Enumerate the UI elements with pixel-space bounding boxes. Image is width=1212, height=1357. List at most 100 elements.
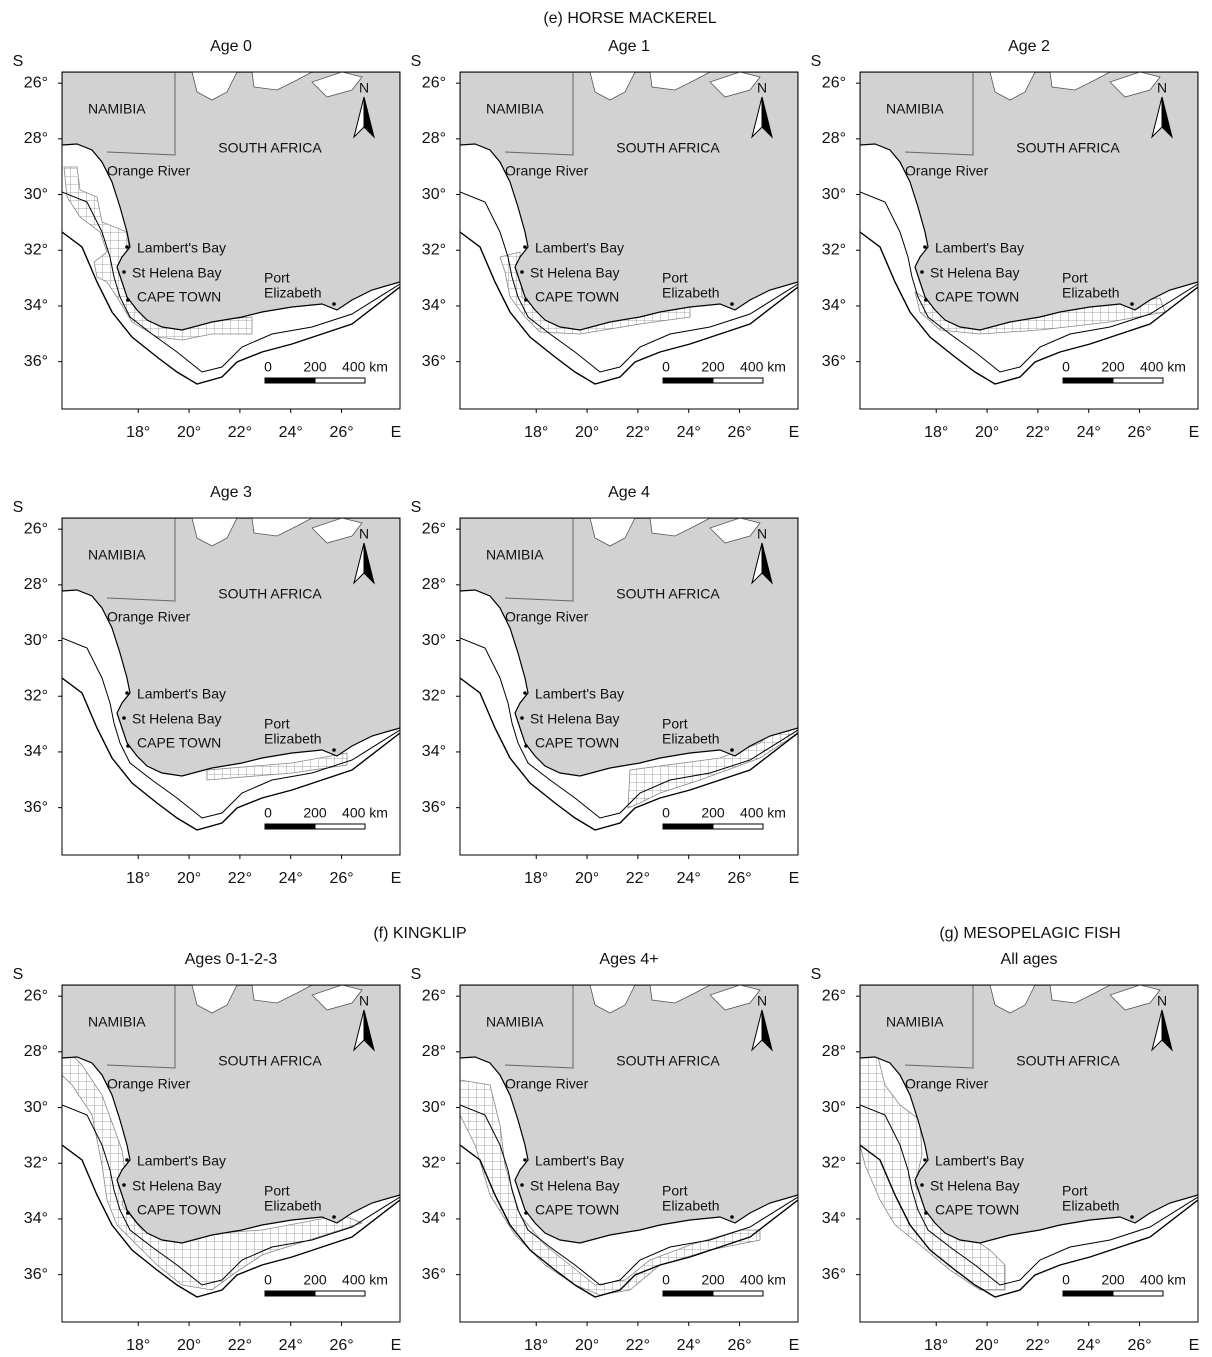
river-label: Orange River bbox=[107, 1076, 191, 1092]
map-frame bbox=[859, 984, 1199, 1323]
place-label: St Helena Bay bbox=[930, 1178, 1020, 1194]
place-label: CAPE TOWN bbox=[535, 735, 619, 751]
inland-area bbox=[1109, 72, 1161, 98]
y-tick-label: 32° bbox=[24, 241, 48, 258]
map-panel: Age 3 NAMIBIA SOUTH AFRICA Orange River Lamb… bbox=[13, 484, 402, 887]
y-tick-label: 36° bbox=[24, 799, 48, 816]
scale-label: 400 km bbox=[1140, 1272, 1186, 1288]
y-tick-label: 30° bbox=[24, 1099, 48, 1116]
place-label: Lambert's Bay bbox=[535, 240, 624, 256]
x-tick-label: 24° bbox=[1077, 424, 1101, 441]
place-dot bbox=[122, 270, 126, 274]
isobath-inner bbox=[62, 1104, 400, 1286]
x-tick-label: 20° bbox=[975, 1337, 999, 1354]
panel-title: Age 4 bbox=[608, 484, 650, 501]
x-tick-label: 18° bbox=[126, 424, 150, 441]
place-label: Elizabeth bbox=[662, 731, 720, 747]
place-label: CAPE TOWN bbox=[935, 1202, 1019, 1218]
place-label: St Helena Bay bbox=[530, 711, 620, 727]
x-tick-label: 26° bbox=[1127, 1337, 1151, 1354]
scale-label: 0 bbox=[1062, 1272, 1070, 1288]
inland-area bbox=[649, 518, 711, 537]
x-tick-label: 18° bbox=[924, 424, 948, 441]
country-label: NAMIBIA bbox=[88, 101, 146, 117]
y-tick-label: 30° bbox=[822, 1099, 846, 1116]
river-label: Orange River bbox=[505, 1076, 589, 1092]
x-tick-label: 18° bbox=[126, 870, 150, 887]
section-title: (e) HORSE MACKEREL bbox=[543, 10, 716, 27]
north-label: N bbox=[359, 993, 369, 1009]
x-tick-label: 24° bbox=[677, 1337, 701, 1354]
place-dot bbox=[523, 1158, 527, 1162]
place-label: Elizabeth bbox=[264, 1198, 322, 1214]
y-axis-label: S bbox=[13, 53, 24, 70]
place-label: Elizabeth bbox=[662, 285, 720, 301]
inland-area bbox=[251, 518, 313, 537]
north-label: N bbox=[359, 80, 369, 96]
inland-area bbox=[251, 985, 313, 1004]
y-tick-label: 28° bbox=[422, 1043, 446, 1060]
inland-area bbox=[709, 518, 761, 544]
y-tick-label: 34° bbox=[422, 743, 446, 760]
place-dot bbox=[520, 716, 524, 720]
y-tick-label: 36° bbox=[422, 1266, 446, 1283]
scale-label: 0 bbox=[264, 359, 272, 375]
distribution-area bbox=[63, 166, 253, 341]
place-label: Port bbox=[264, 270, 290, 286]
y-tick-label: 32° bbox=[822, 241, 846, 258]
x-tick-label: 20° bbox=[575, 1337, 599, 1354]
y-tick-label: 28° bbox=[24, 576, 48, 593]
north-arrow bbox=[363, 96, 375, 139]
country-label: SOUTH AFRICA bbox=[1016, 140, 1120, 156]
scale-bar bbox=[314, 823, 366, 830]
inland-area bbox=[251, 72, 313, 91]
place-dot bbox=[125, 1158, 129, 1162]
border bbox=[904, 985, 974, 1069]
x-axis-label: E bbox=[789, 870, 800, 887]
inland-area bbox=[311, 72, 363, 98]
map-body bbox=[62, 72, 400, 409]
panel-title: Ages 4+ bbox=[599, 951, 658, 968]
scale-label: 0 bbox=[1062, 359, 1070, 375]
inland-area bbox=[989, 985, 1036, 1014]
scale-label: 200 bbox=[701, 1272, 725, 1288]
place-dot bbox=[524, 298, 528, 302]
place-dot bbox=[125, 245, 129, 249]
place-label: St Helena Bay bbox=[530, 265, 620, 281]
isobath-outer bbox=[62, 677, 400, 831]
map-frame bbox=[459, 71, 799, 410]
panel-title: Age 1 bbox=[608, 38, 650, 55]
x-tick-label: 18° bbox=[524, 1337, 548, 1354]
river-label: Orange River bbox=[505, 609, 589, 625]
x-tick-label: 24° bbox=[279, 424, 303, 441]
place-label: CAPE TOWN bbox=[535, 1202, 619, 1218]
border bbox=[904, 72, 974, 156]
inland-area bbox=[709, 72, 761, 98]
x-axis-label: E bbox=[391, 870, 402, 887]
isobath-outer bbox=[460, 677, 798, 831]
place-dot bbox=[923, 1158, 927, 1162]
north-arrow bbox=[761, 96, 773, 139]
scale-label: 200 bbox=[1101, 359, 1125, 375]
scale-label: 0 bbox=[662, 1272, 670, 1288]
x-tick-label: 20° bbox=[177, 424, 201, 441]
place-dot bbox=[126, 1211, 130, 1215]
place-label: Port bbox=[662, 716, 688, 732]
inland-area bbox=[589, 518, 636, 547]
border bbox=[504, 72, 574, 156]
isobath-outer bbox=[460, 1144, 798, 1298]
y-tick-label: 28° bbox=[422, 576, 446, 593]
y-tick-label: 36° bbox=[422, 353, 446, 370]
inland-area bbox=[311, 985, 363, 1011]
x-axis-label: E bbox=[1189, 1337, 1200, 1354]
place-label: Port bbox=[264, 716, 290, 732]
map-panel: Age 0 NAMIBIA SOUTH AFRICA Orange River Lamb… bbox=[13, 38, 402, 441]
scale-bar bbox=[1112, 1290, 1164, 1297]
land bbox=[62, 985, 400, 1244]
scale-label: 200 bbox=[701, 805, 725, 821]
x-tick-label: 22° bbox=[228, 424, 252, 441]
isobath-outer bbox=[62, 231, 400, 385]
x-tick-label: 24° bbox=[279, 870, 303, 887]
x-tick-label: 26° bbox=[727, 870, 751, 887]
place-dot bbox=[520, 270, 524, 274]
